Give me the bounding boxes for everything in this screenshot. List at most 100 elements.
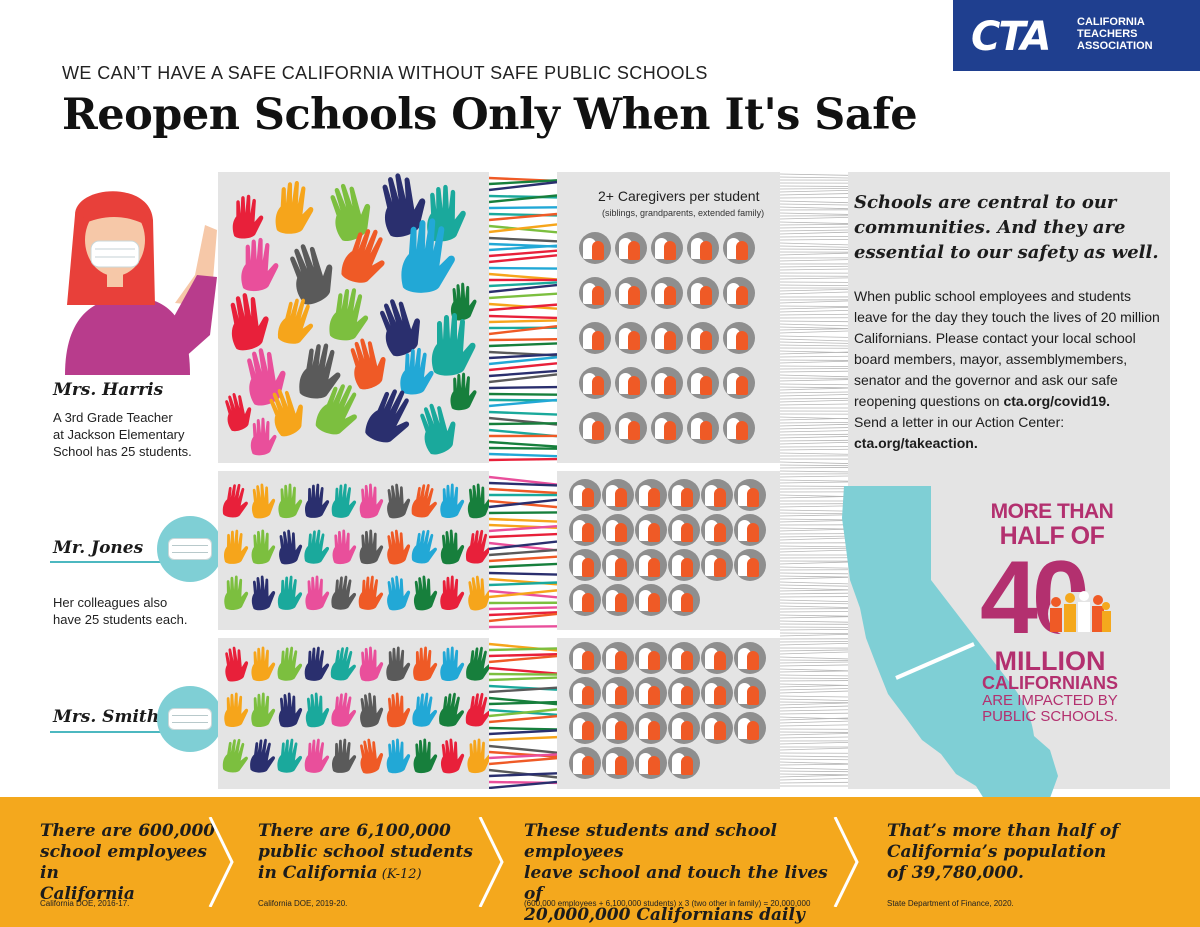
caregiver-icon [734, 514, 766, 546]
caregiver-icon [635, 514, 667, 546]
hand-icon [277, 298, 314, 344]
caregiver-icon [569, 584, 601, 616]
caregiver-icon [615, 232, 647, 264]
caregiver-icon [602, 747, 634, 779]
caregiver-icon [668, 514, 700, 546]
caregiver-icon [602, 642, 634, 674]
footer-cell-population: That’s more than half of California’s po… [887, 821, 1119, 908]
hand-icon [251, 575, 276, 611]
caregiver-icon [602, 677, 634, 709]
caregiver-panel-jones [557, 471, 780, 630]
caregiver-icon [668, 677, 700, 709]
chevron-right-icon [833, 817, 859, 907]
caregiver-icon [635, 747, 667, 779]
stripe-lines [489, 475, 557, 629]
hand-icon [360, 692, 384, 728]
hand-icon [359, 529, 384, 565]
fringe-divider [780, 172, 848, 789]
hand-icon [277, 738, 303, 773]
hand-icon [223, 529, 249, 564]
footer-cell-touch: These students and school employees leav… [524, 821, 828, 925]
page-title: Reopen Schools Only When It's Safe [62, 90, 918, 140]
hand-icon [251, 483, 276, 519]
chevron-right-icon [208, 817, 234, 907]
hand-icon [251, 529, 276, 565]
hand-icon [305, 575, 330, 611]
hand-icon [299, 343, 341, 399]
hand-icon [290, 244, 333, 305]
caregiver-icon [668, 747, 700, 779]
hand-icon [278, 692, 303, 728]
info-body: When public school employees and student… [854, 288, 1160, 451]
caregiver-icon [701, 479, 733, 511]
hand-icon [269, 388, 303, 437]
caregiver-icon [723, 277, 755, 309]
takeaction-link[interactable]: cta.org/takeaction. [854, 435, 978, 451]
caregiver-icon [579, 232, 611, 264]
fringe-lines [780, 173, 848, 787]
hand-icon [241, 237, 279, 292]
hand-icon [401, 218, 455, 293]
caregiver-icon [602, 549, 634, 581]
caregiver-icon [602, 514, 634, 546]
caregiver-icon [635, 642, 667, 674]
caregiver-icon [668, 549, 700, 581]
hand-icon [359, 646, 384, 682]
caregiver-icon [687, 412, 719, 444]
caregiver-icon [635, 677, 667, 709]
caregiver-icon [723, 232, 755, 264]
hand-icon [358, 575, 384, 610]
hand-icon [467, 738, 489, 774]
caregiver-icon [579, 322, 611, 354]
hand-icon [359, 483, 384, 519]
connection-stripes-smith [489, 638, 557, 789]
teacher-name-smith: Mrs. Smith [53, 707, 160, 727]
caregiver-icon [651, 277, 683, 309]
caregiver-icon [668, 479, 700, 511]
hand-icon [332, 529, 357, 565]
jones-mask-icon [157, 516, 223, 582]
teacher-desc-jones: Her colleagues also have 25 students eac… [53, 595, 188, 627]
covid-link[interactable]: cta.org/covid19. [1003, 393, 1111, 409]
caregiver-icon [723, 322, 755, 354]
caregiver-icon [651, 367, 683, 399]
caregiver-icon [569, 677, 601, 709]
chevron-right-icon [478, 817, 504, 907]
jones-underline [50, 561, 165, 563]
hand-icon [440, 529, 465, 565]
info-heading: Schools are central to our communities. … [854, 192, 1159, 263]
hand-icon [386, 646, 411, 682]
people-group-icon [1048, 591, 1111, 636]
caregiver-icon [651, 412, 683, 444]
hand-icon [250, 417, 277, 456]
hand-icon [413, 738, 438, 774]
hand-icon [277, 575, 303, 610]
caregiver-icon [723, 412, 755, 444]
footer-band: There are 600,000 school employees in Ca… [0, 797, 1200, 927]
caregiver-icon [579, 277, 611, 309]
hand-icon [331, 483, 357, 518]
hand-icon [420, 403, 456, 455]
hand-icon [427, 184, 466, 242]
caregiver-label: 2+ Caregivers per student [598, 188, 760, 204]
hand-icon [466, 646, 489, 681]
caregiver-icon [701, 642, 733, 674]
hand-icon [341, 229, 385, 283]
hand-icon [330, 646, 356, 681]
caregiver-icon [602, 584, 634, 616]
caregiver-icon [668, 712, 700, 744]
teacher-name-jones: Mr. Jones [53, 538, 144, 558]
caregiver-icon [668, 584, 700, 616]
hand-icon [315, 384, 357, 435]
teacher-illustration [65, 191, 217, 375]
hand-icon [222, 483, 248, 518]
caregiver-icon [569, 549, 601, 581]
logo-name: CALIFORNIA TEACHERS ASSOCIATION [1077, 16, 1153, 52]
hand-icon [440, 646, 465, 682]
caregiver-icon [734, 549, 766, 581]
caregiver-icon [569, 642, 601, 674]
caregiver-panel-smith [557, 638, 780, 789]
hand-icon [412, 692, 438, 727]
logo-mark: CTA [971, 14, 1051, 60]
hand-icon [304, 738, 330, 773]
